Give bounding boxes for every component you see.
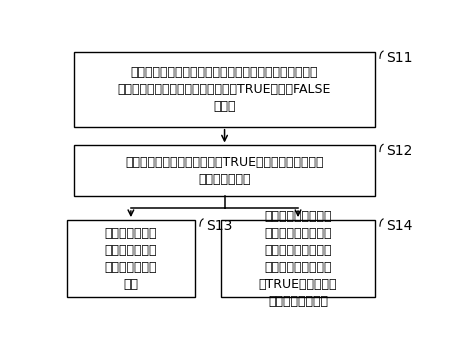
Text: 若否，则将所述待处
理数据分配到预设的
普通数据区，并将所
述待处理数据中属性
为TRUE的数据记录
到所述掉电保持区: 若否，则将所述待处 理数据分配到预设的 普通数据区，并将所 述待处理数据中属性 …	[259, 210, 337, 308]
Bar	[74, 52, 375, 127]
Text: 获取当前在连续地址空间中保存的待处理数据；其中，所
述待处理数据中包括掉电保持属性为TRUE以及为FALSE
的数据: 获取当前在连续地址空间中保存的待处理数据；其中，所 述待处理数据中包括掉电保持属…	[118, 66, 331, 113]
Bar	[74, 145, 375, 196]
Text: S12: S12	[386, 144, 412, 158]
Bar	[66, 220, 195, 297]
Text: S11: S11	[386, 51, 413, 65]
Bar	[221, 220, 375, 297]
Text: 判断所述待处理数据中属性为TRUE的数据的占比是否大
于预设占比阈值: 判断所述待处理数据中属性为TRUE的数据的占比是否大 于预设占比阈值	[125, 156, 324, 186]
Text: 若是，则将所述
待处理数据分配
到预设的掉电保
持区: 若是，则将所述 待处理数据分配 到预设的掉电保 持区	[105, 227, 157, 291]
Text: S14: S14	[386, 219, 412, 233]
Text: S13: S13	[206, 219, 233, 233]
